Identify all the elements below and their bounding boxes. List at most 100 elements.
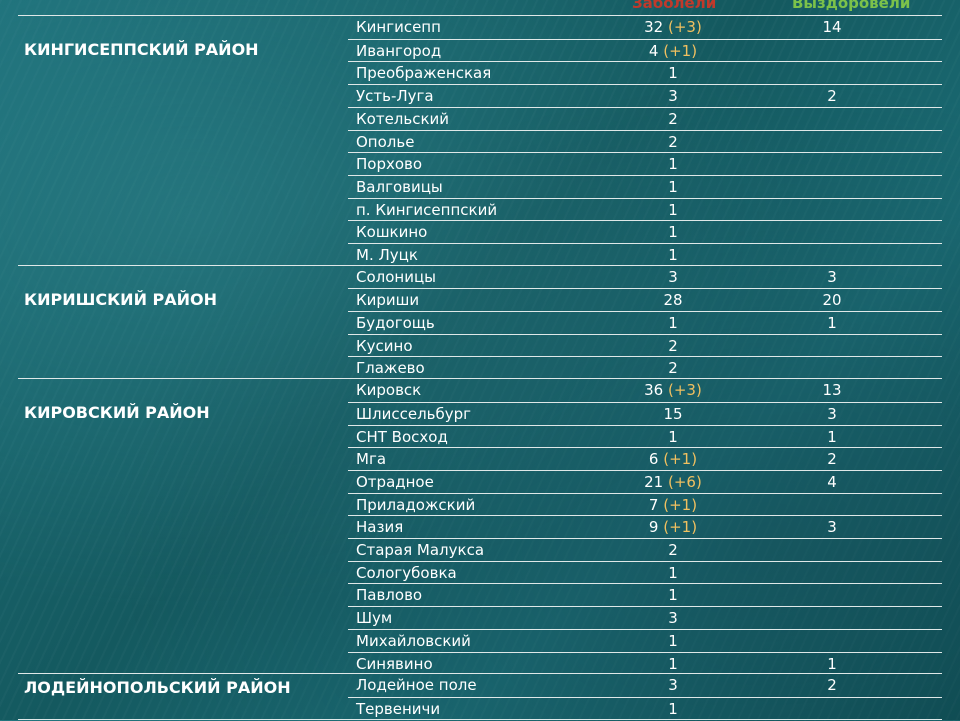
header-recovered: Выздоровели bbox=[792, 0, 911, 12]
district-name: КИНГИСЕППСКИЙ РАЙОН bbox=[24, 40, 259, 59]
sick-value: 1 bbox=[668, 699, 678, 718]
sick-count: 28 bbox=[598, 291, 748, 309]
sick-value: 4 bbox=[648, 41, 659, 60]
sick-count: 3 bbox=[598, 268, 748, 286]
sick-count: 2 bbox=[598, 359, 748, 377]
sick-delta: (+3) bbox=[668, 381, 702, 400]
locality-name: Шум bbox=[356, 609, 393, 628]
table-bottom-border bbox=[18, 718, 942, 720]
recovered-count: 3 bbox=[827, 267, 837, 286]
sick-value: 1 bbox=[668, 314, 678, 333]
sick-value: 2 bbox=[668, 336, 678, 355]
table-row: Кировск 36 (+3) 13 bbox=[348, 379, 942, 402]
table-row: Сологубовка 1 bbox=[348, 560, 942, 585]
sick-count: 15 bbox=[598, 405, 748, 423]
table-row: Назия 9 (+1) 3 bbox=[348, 515, 942, 539]
sick-count: 1 bbox=[598, 155, 748, 173]
locality-name: СНТ Восход bbox=[356, 427, 448, 446]
locality-name: М. Луцк bbox=[356, 246, 418, 264]
sick-value: 21 bbox=[644, 472, 664, 491]
table-row: п. Кингисеппский 1 bbox=[348, 197, 942, 222]
sick-value: 1 bbox=[668, 155, 678, 174]
locality-name: Солоницы bbox=[356, 267, 437, 286]
table-row: Приладожский 7 (+1) bbox=[348, 492, 942, 517]
sick-count: 1 bbox=[598, 632, 748, 650]
sick-count: 1 bbox=[598, 201, 748, 219]
locality-name: Котельский bbox=[356, 109, 450, 128]
sick-value: 36 bbox=[644, 381, 664, 400]
sick-count: 21 (+6) bbox=[598, 473, 748, 491]
sick-value: 6 bbox=[648, 450, 659, 469]
sick-value: 3 bbox=[668, 267, 678, 286]
table-row: Мга 6 (+1) 2 bbox=[348, 447, 942, 471]
sick-value: 2 bbox=[668, 109, 678, 128]
locality-name: Шлиссельбург bbox=[356, 404, 472, 423]
table-row: Котельский 2 bbox=[348, 106, 942, 131]
locality-name: Кировск bbox=[356, 381, 422, 400]
district-group: КИРОВСКИЙ РАЙОН Кировск 36 (+3) 13 Шлиссельб… bbox=[18, 378, 942, 674]
locality-name: Мга bbox=[356, 450, 387, 469]
locality-name: Глажево bbox=[356, 359, 425, 378]
table-row: Солоницы 3 3 bbox=[348, 266, 942, 289]
sick-count: 1 bbox=[598, 428, 748, 446]
locality-name: Преображенская bbox=[356, 64, 492, 83]
header-sick: Заболели bbox=[632, 0, 717, 12]
table-row: Кошкино 1 bbox=[348, 220, 942, 244]
locality-name: Кингисепп bbox=[356, 18, 441, 36]
table-row: Усть-Луга 3 2 bbox=[348, 84, 942, 108]
sick-delta: (+3) bbox=[668, 18, 702, 36]
locality-name: Михайловский bbox=[356, 631, 471, 650]
locality-name: Назия bbox=[356, 518, 404, 537]
sick-count: 6 (+1) bbox=[598, 450, 748, 468]
sick-count: 3 bbox=[598, 609, 748, 627]
sick-value: 2 bbox=[668, 541, 678, 560]
recovered-count: 2 bbox=[827, 87, 837, 106]
sick-count: 1 bbox=[598, 586, 748, 604]
locality-name: Ополье bbox=[356, 132, 415, 151]
sick-count: 7 (+1) bbox=[598, 496, 748, 514]
table-row: Будогощь 1 1 bbox=[348, 311, 942, 335]
sick-value: 2 bbox=[668, 359, 678, 378]
table-row: Отрадное 21 (+6) 4 bbox=[348, 469, 942, 494]
sick-value: 28 bbox=[663, 291, 683, 310]
district-group: КИНГИСЕППСКИЙ РАЙОН Кингисепп 32 (+3) 14 Ива… bbox=[18, 15, 942, 266]
recovered-count: 4 bbox=[827, 472, 837, 491]
table-row: Кингисепп 32 (+3) 14 bbox=[348, 16, 942, 39]
table-row: М. Луцк 1 bbox=[348, 243, 942, 267]
locality-name: п. Кингисеппский bbox=[356, 200, 498, 219]
sick-value: 1 bbox=[668, 654, 678, 673]
table-row: Кусино 2 bbox=[348, 333, 942, 358]
sick-delta: (+6) bbox=[668, 472, 702, 491]
sick-value: 1 bbox=[668, 427, 678, 446]
district-group: КИРИШСКИЙ РАЙОН Солоницы 3 3 Кириши 28 20 Будог… bbox=[18, 264, 942, 380]
sick-count: 1 bbox=[598, 700, 748, 718]
table-row: Старая Малукса 2 bbox=[348, 538, 942, 562]
table-row: Тервеничи 1 bbox=[348, 696, 942, 721]
sick-count: 4 (+1) bbox=[598, 42, 748, 60]
sick-count: 1 bbox=[598, 314, 748, 332]
recovered-count: 3 bbox=[827, 404, 837, 423]
sick-count: 36 (+3) bbox=[598, 381, 748, 399]
recovered-count: 1 bbox=[827, 314, 837, 333]
locality-name: Лодейное поле bbox=[356, 676, 477, 695]
locality-name: Кусино bbox=[356, 336, 413, 355]
locality-name: Валговицы bbox=[356, 177, 443, 196]
sick-value: 3 bbox=[668, 87, 678, 106]
table-row: Михайловский 1 bbox=[348, 628, 942, 653]
sick-delta: (+1) bbox=[663, 450, 698, 469]
table-row: Ивангород 4 (+1) bbox=[348, 38, 942, 63]
recovered-count: 2 bbox=[827, 450, 837, 469]
sick-delta: (+1) bbox=[663, 495, 698, 514]
recovered-count: 13 bbox=[822, 381, 842, 400]
table-row: Порхово 1 bbox=[348, 152, 942, 176]
district-name: ЛОДЕЙНОПОЛЬСКИЙ РАЙОН bbox=[24, 678, 291, 698]
sick-count: 2 bbox=[598, 541, 748, 559]
recovered-count: 14 bbox=[822, 18, 842, 36]
sick-value: 2 bbox=[668, 132, 678, 151]
locality-name: Отрадное bbox=[356, 472, 434, 491]
sick-value: 1 bbox=[668, 64, 678, 83]
sick-value: 1 bbox=[668, 586, 678, 605]
table-row: Павлово 1 bbox=[348, 583, 942, 607]
locality-name: Кошкино bbox=[356, 223, 428, 242]
sick-value: 1 bbox=[668, 563, 678, 582]
